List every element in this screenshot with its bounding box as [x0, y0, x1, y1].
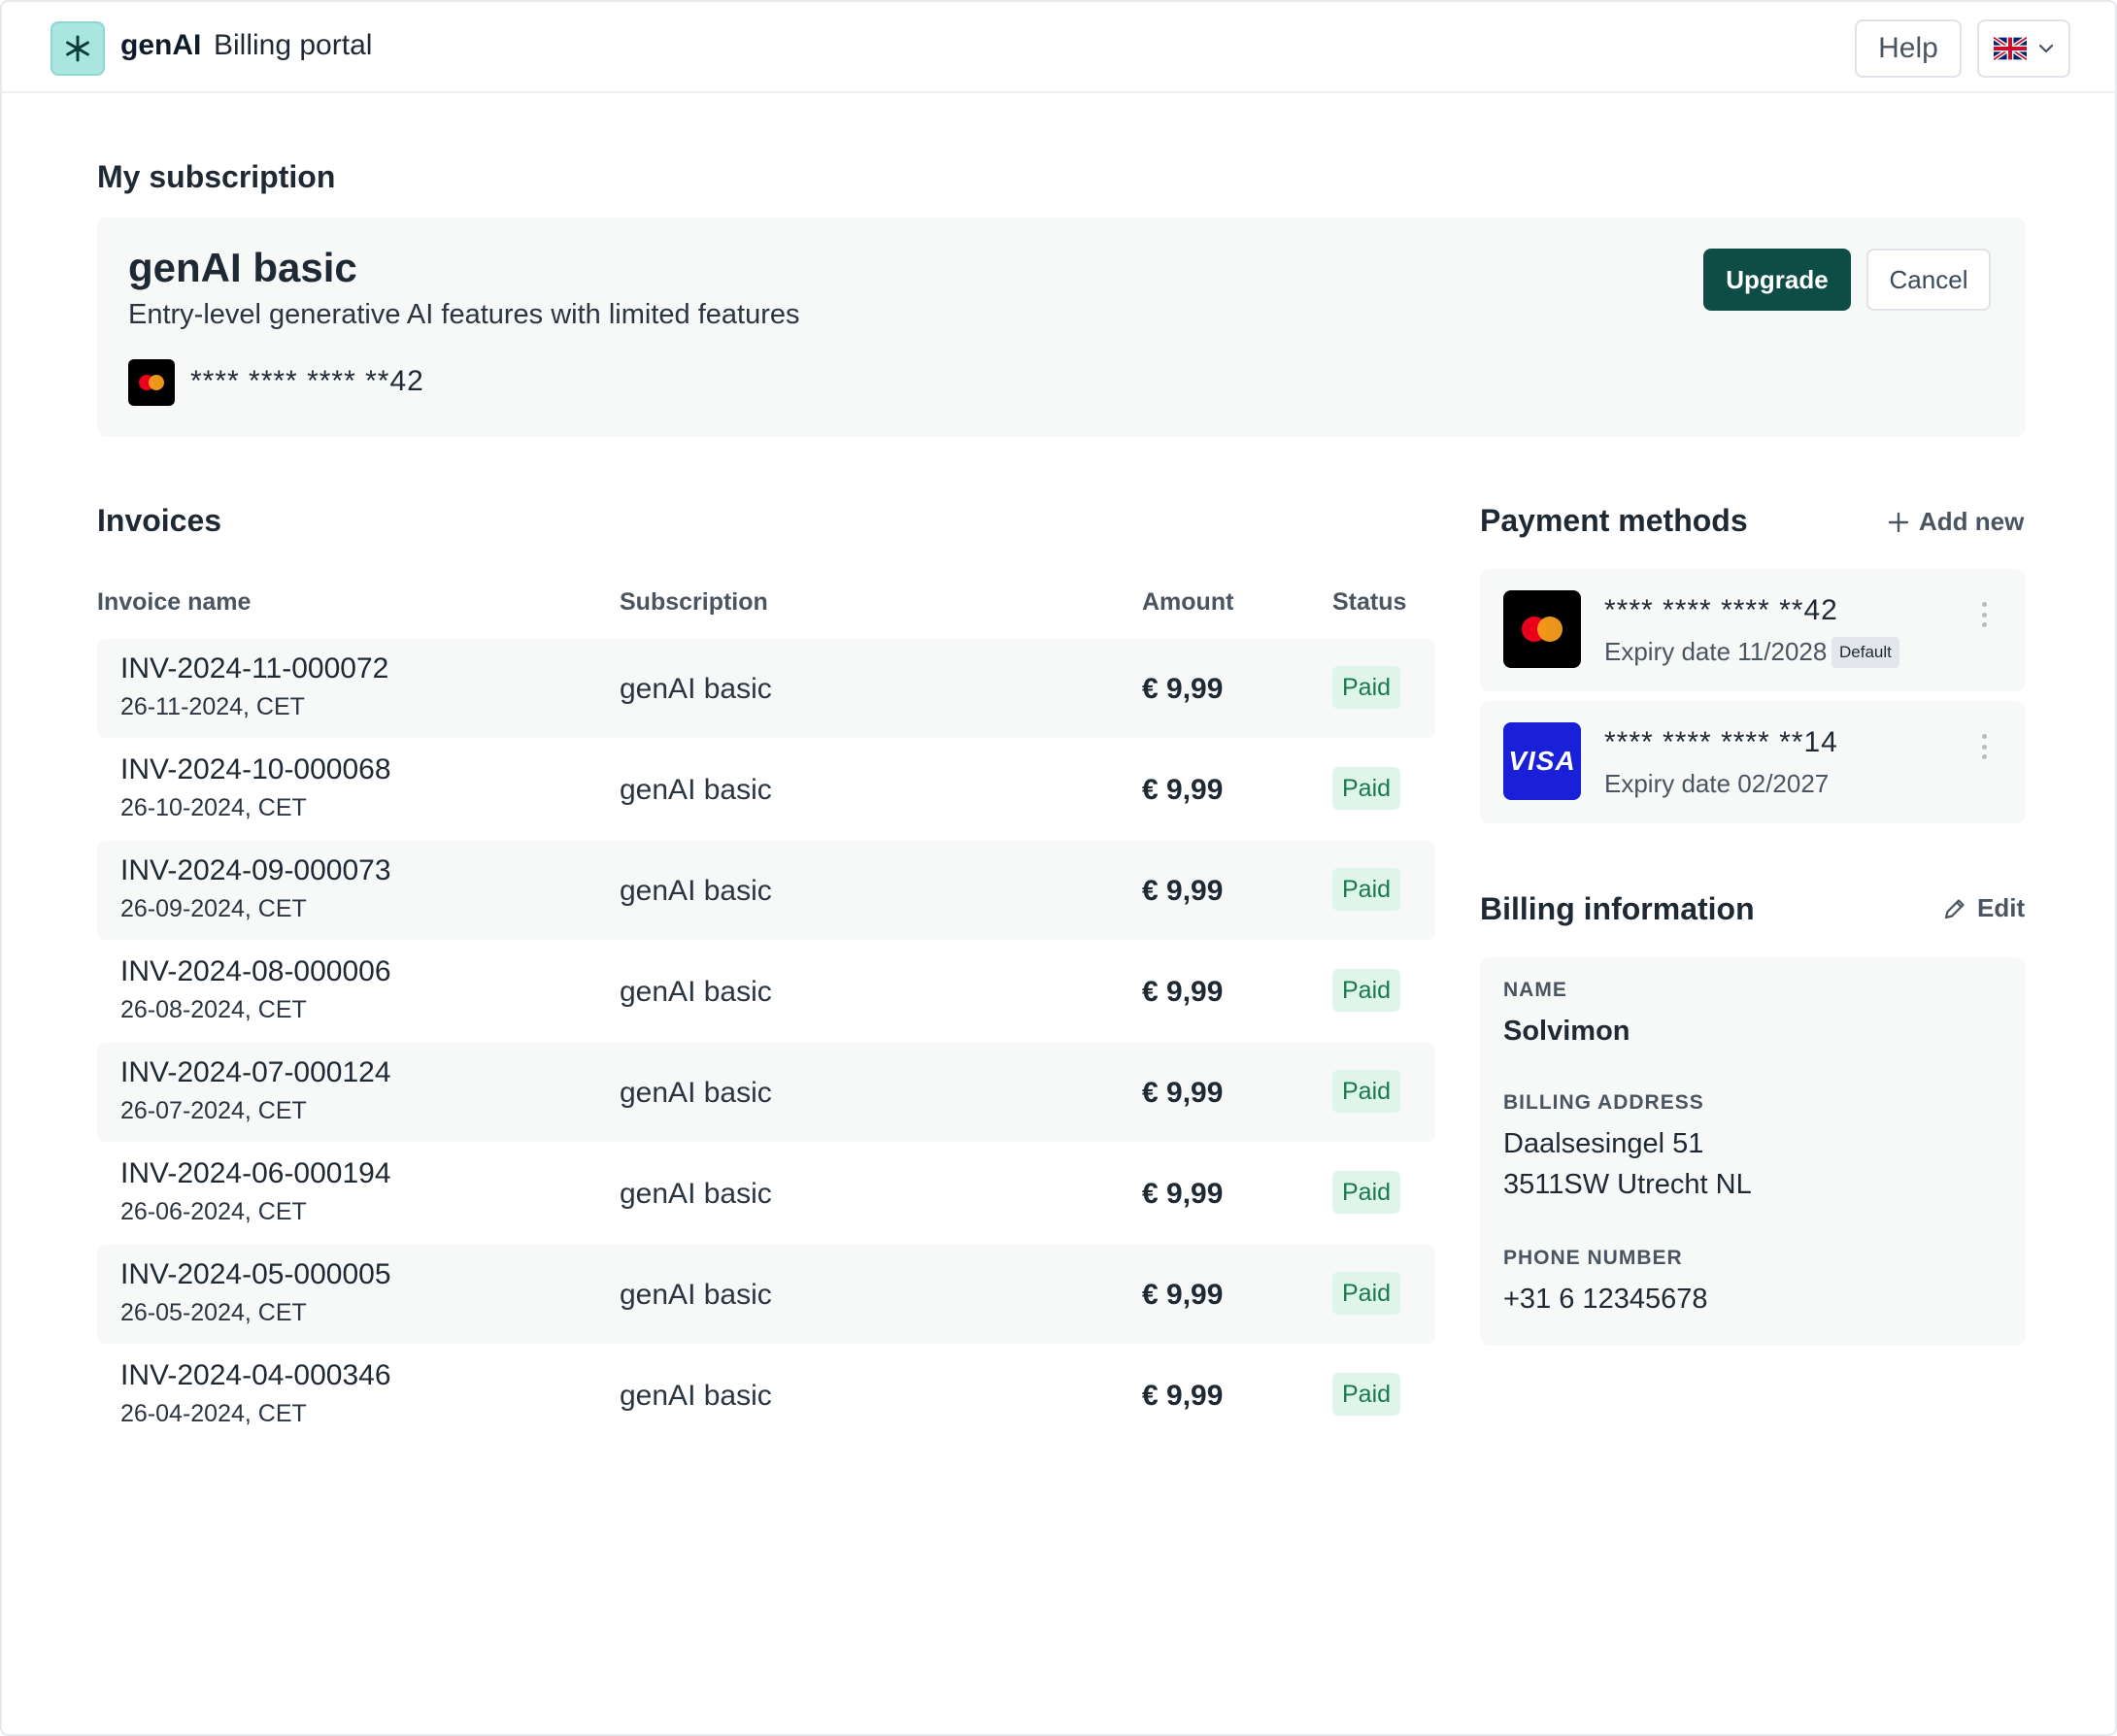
subscription-card-number: **** **** **** **42 — [190, 365, 424, 397]
visa-icon: VISA — [1503, 722, 1581, 800]
invoice-amount: € 9,99 — [1142, 1178, 1224, 1210]
add-payment-method-link[interactable]: Add new — [1888, 507, 2024, 537]
add-new-label: Add new — [1919, 507, 2025, 536]
plan-description: Entry-level generative AI features with … — [128, 299, 800, 330]
invoice-name[interactable]: INV-2024-11-000072 — [120, 652, 389, 684]
invoice-subscription: genAI basic — [620, 976, 772, 1008]
status-badge: Paid — [1332, 969, 1401, 1012]
top-bar: genAI Billing portal Help — [2, 2, 2117, 93]
status-badge: Paid — [1332, 767, 1401, 810]
invoice-date: 26-07-2024, CET — [120, 1097, 307, 1124]
invoice-subscription: genAI basic — [620, 1380, 772, 1412]
more-options-icon[interactable] — [1975, 598, 1993, 631]
status-badge: Paid — [1332, 666, 1401, 709]
status-badge: Paid — [1332, 1373, 1401, 1416]
portal-title: Billing portal — [214, 29, 373, 61]
table-row[interactable]: INV-2024-07-000124 26-07-2024, CET genAI… — [97, 1043, 1435, 1142]
invoice-subscription: genAI basic — [620, 774, 772, 806]
more-options-icon[interactable] — [1975, 730, 1993, 763]
table-row[interactable]: INV-2024-10-000068 26-10-2024, CET genAI… — [97, 740, 1435, 839]
chevron-down-icon — [2038, 44, 2054, 53]
language-selector[interactable] — [1977, 19, 2070, 78]
billing-info-section-title: Billing information — [1480, 891, 1755, 926]
address-line-2: 3511SW Utrecht NL — [1503, 1169, 1752, 1200]
name-label: NAME — [1503, 979, 1567, 1001]
invoice-name[interactable]: INV-2024-09-000073 — [120, 854, 391, 886]
pencil-icon — [1944, 898, 1965, 918]
status-badge: Paid — [1332, 1171, 1401, 1214]
invoice-amount: € 9,99 — [1142, 1077, 1224, 1109]
billing-address-label: BILLING ADDRESS — [1503, 1091, 1704, 1114]
plan-name: genAI basic — [128, 245, 357, 290]
invoice-name[interactable]: INV-2024-08-000006 — [120, 955, 391, 987]
address-line-1: Daalsesingel 51 — [1503, 1128, 1704, 1159]
cancel-button[interactable]: Cancel — [1866, 249, 1991, 311]
upgrade-button[interactable]: Upgrade — [1703, 249, 1851, 311]
card-expiry: Expiry date 02/2027 — [1604, 769, 1830, 798]
mastercard-icon — [128, 359, 175, 406]
invoice-amount: € 9,99 — [1142, 875, 1224, 907]
brand-name: genAI — [120, 29, 202, 61]
table-row[interactable]: INV-2024-09-000073 26-09-2024, CET genAI… — [97, 841, 1435, 940]
phone-number-label: PHONE NUMBER — [1503, 1247, 1683, 1269]
table-row[interactable]: INV-2024-06-000194 26-06-2024, CET genAI… — [97, 1144, 1435, 1243]
invoices-section-title: Invoices — [97, 503, 222, 538]
invoice-amount: € 9,99 — [1142, 673, 1224, 705]
name-value: Solvimon — [1503, 1016, 1630, 1047]
status-badge: Paid — [1332, 1070, 1401, 1113]
invoice-subscription: genAI basic — [620, 875, 772, 907]
subscription-section-title: My subscription — [97, 159, 336, 194]
payment-methods-section-title: Payment methods — [1480, 503, 1748, 538]
edit-billing-link[interactable]: Edit — [1942, 893, 2025, 923]
default-badge: Default — [1831, 637, 1899, 668]
payment-method-card[interactable]: **** **** **** **42 Expiry date 11/2028 … — [1480, 569, 2026, 691]
invoice-subscription: genAI basic — [620, 1178, 772, 1210]
invoice-name[interactable]: INV-2024-05-000005 — [120, 1258, 391, 1290]
status-badge: Paid — [1332, 868, 1401, 911]
invoice-date: 26-08-2024, CET — [120, 996, 307, 1023]
plus-icon — [1888, 512, 1909, 532]
table-row[interactable]: INV-2024-08-000006 26-08-2024, CET genAI… — [97, 942, 1435, 1041]
invoice-date: 26-06-2024, CET — [120, 1198, 307, 1225]
subscription-card: genAI basic Entry-level generative AI fe… — [97, 217, 2026, 437]
billing-info-card: NAME Solvimon BILLING ADDRESS Daalsesing… — [1480, 957, 2026, 1346]
mastercard-icon — [1503, 590, 1581, 668]
card-expiry: Expiry date 11/2028 — [1604, 637, 1828, 666]
invoice-amount: € 9,99 — [1142, 976, 1224, 1008]
status-badge: Paid — [1332, 1272, 1401, 1315]
edit-label: Edit — [1977, 893, 2026, 922]
phone-number-value: +31 6 12345678 — [1503, 1284, 1708, 1315]
invoice-subscription: genAI basic — [620, 673, 772, 705]
help-button[interactable]: Help — [1855, 19, 1962, 78]
invoice-date: 26-11-2024, CET — [120, 693, 305, 720]
invoice-amount: € 9,99 — [1142, 1279, 1224, 1311]
invoice-date: 26-04-2024, CET — [120, 1400, 307, 1427]
table-row[interactable]: INV-2024-04-000346 26-04-2024, CET genAI… — [97, 1346, 1435, 1445]
invoice-subscription: genAI basic — [620, 1077, 772, 1109]
uk-flag-icon — [1994, 37, 2027, 60]
invoice-name[interactable]: INV-2024-10-000068 — [120, 753, 391, 785]
invoice-date: 26-09-2024, CET — [120, 895, 307, 922]
column-header-subscription: Subscription — [620, 588, 768, 616]
invoice-amount: € 9,99 — [1142, 1380, 1224, 1412]
table-row[interactable]: INV-2024-11-000072 26-11-2024, CET genAI… — [97, 639, 1435, 738]
card-number: **** **** **** **14 — [1604, 726, 1838, 758]
invoice-name[interactable]: INV-2024-04-000346 — [120, 1359, 391, 1391]
invoice-name[interactable]: INV-2024-07-000124 — [120, 1056, 391, 1088]
invoice-date: 26-10-2024, CET — [120, 794, 307, 821]
invoice-name[interactable]: INV-2024-06-000194 — [120, 1157, 391, 1189]
column-header-invoice-name: Invoice name — [97, 588, 252, 616]
table-row[interactable]: INV-2024-05-000005 26-05-2024, CET genAI… — [97, 1245, 1435, 1344]
payment-method-card[interactable]: VISA **** **** **** **14 Expiry date 02/… — [1480, 701, 2026, 823]
visa-logo-text: VISA — [1508, 746, 1576, 776]
invoice-date: 26-05-2024, CET — [120, 1299, 307, 1326]
asterisk-icon — [66, 35, 89, 62]
column-header-status: Status — [1332, 588, 1407, 616]
invoice-subscription: genAI basic — [620, 1279, 772, 1311]
app-logo[interactable] — [50, 21, 105, 76]
column-header-amount: Amount — [1142, 588, 1234, 616]
invoice-amount: € 9,99 — [1142, 774, 1224, 806]
card-number: **** **** **** **42 — [1604, 594, 1838, 626]
